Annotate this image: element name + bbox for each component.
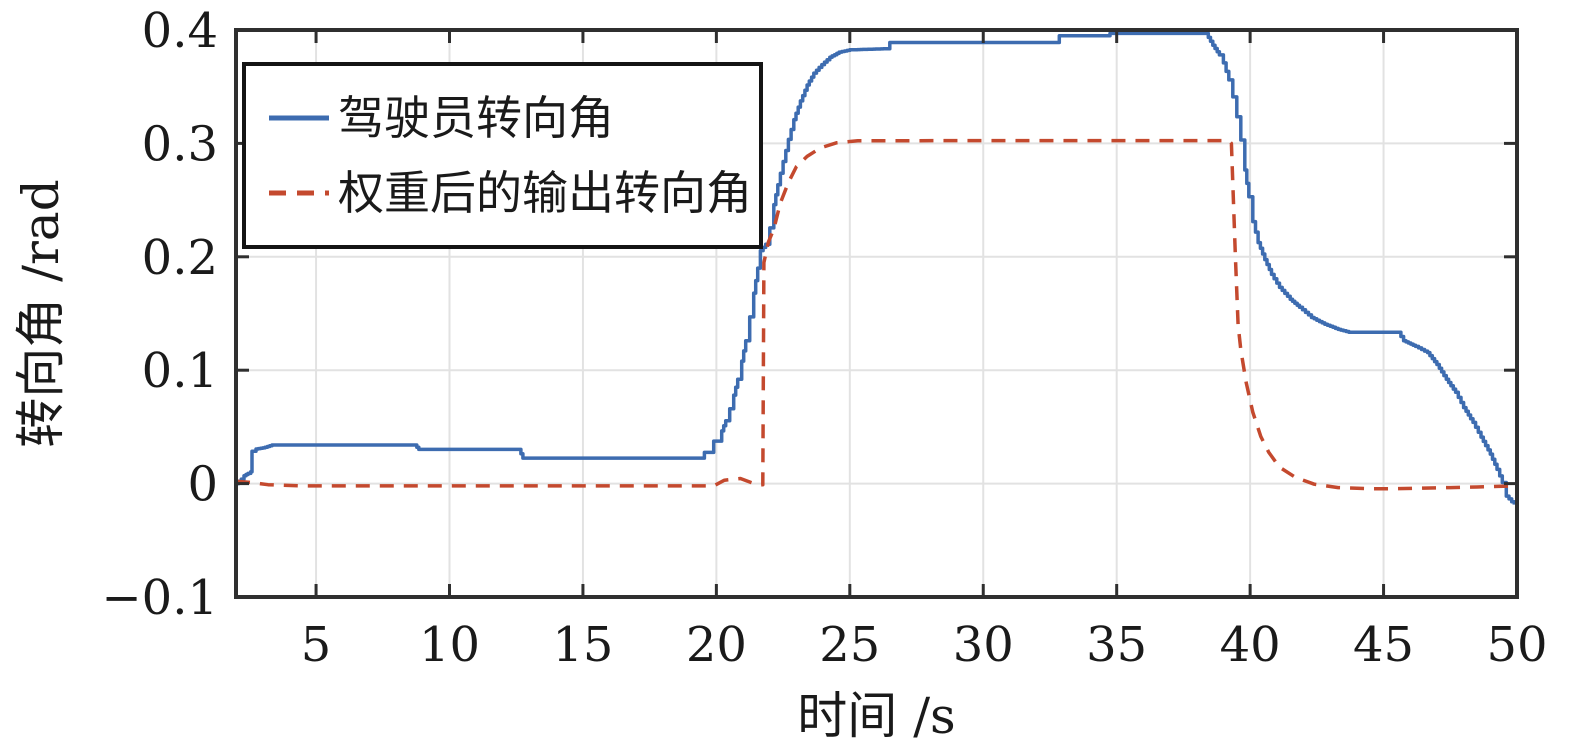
legend-dashed-line-sample (269, 190, 329, 196)
y-tick-label: 0.3 (142, 116, 218, 172)
x-tick-label: 20 (686, 617, 747, 673)
x-tick-label: 5 (301, 617, 332, 673)
y-tick-label: 0.4 (142, 3, 218, 59)
y-axis-label: 转向角 /rad (12, 179, 70, 447)
legend-box: 驾驶员转向角 权重后的输出转向角 (242, 62, 763, 249)
legend-entry-weighted-output-angle: 权重后的输出转向角 (246, 170, 759, 216)
legend-solid-line-sample (269, 115, 329, 121)
legend-label-weighted-output-angle: 权重后的输出转向角 (338, 166, 752, 220)
x-tick-label: 30 (953, 617, 1014, 673)
y-tick-label: 0 (187, 457, 218, 513)
y-tick-label: 0.2 (142, 230, 218, 286)
legend-label-driver-angle: 驾驶员转向角 (338, 91, 614, 145)
legend-entry-driver-angle: 驾驶员转向角 (246, 95, 759, 141)
x-tick-label: 35 (1086, 617, 1147, 673)
plot-border (234, 28, 1519, 599)
x-tick-label: 50 (1486, 617, 1547, 673)
x-tick-label: 15 (552, 617, 613, 673)
x-axis-label: 时间 /s (797, 687, 955, 745)
x-tick-label: 25 (819, 617, 880, 673)
series-line-0 (236, 31, 1517, 505)
x-tick-label: 45 (1353, 617, 1414, 673)
y-tick-label: 0.1 (142, 343, 218, 399)
y-tick-label: −0.1 (101, 570, 218, 626)
series-line-1 (235, 138, 1518, 491)
x-tick-label: 10 (419, 617, 480, 673)
x-tick-label: 40 (1220, 617, 1281, 673)
